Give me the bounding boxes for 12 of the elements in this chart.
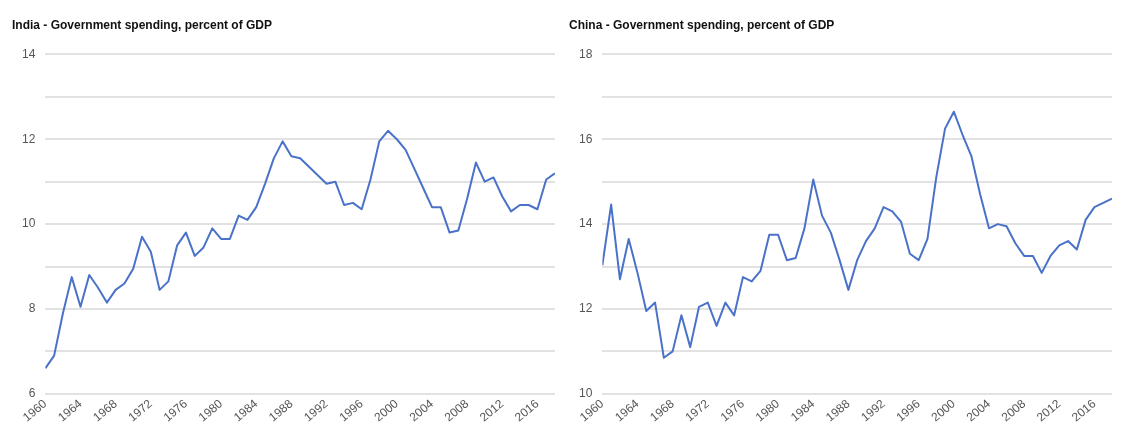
- y-tick-label: 14: [578, 216, 593, 231]
- y-tick-label: 6: [28, 386, 36, 401]
- y-tick-label: 8: [28, 301, 36, 316]
- chart-title: India - Government spending, percent of GDP: [12, 17, 273, 32]
- y-tick-label: 18: [578, 46, 593, 61]
- y-tick-label: 12: [21, 131, 36, 146]
- y-tick-label: 12: [578, 301, 593, 316]
- y-tick-label: 10: [578, 386, 593, 401]
- y-tick-label: 14: [21, 46, 36, 61]
- chart-title: China - Government spending, percent of GDP: [569, 17, 835, 32]
- y-tick-label: 10: [21, 216, 36, 231]
- y-tick-label: 16: [578, 131, 593, 146]
